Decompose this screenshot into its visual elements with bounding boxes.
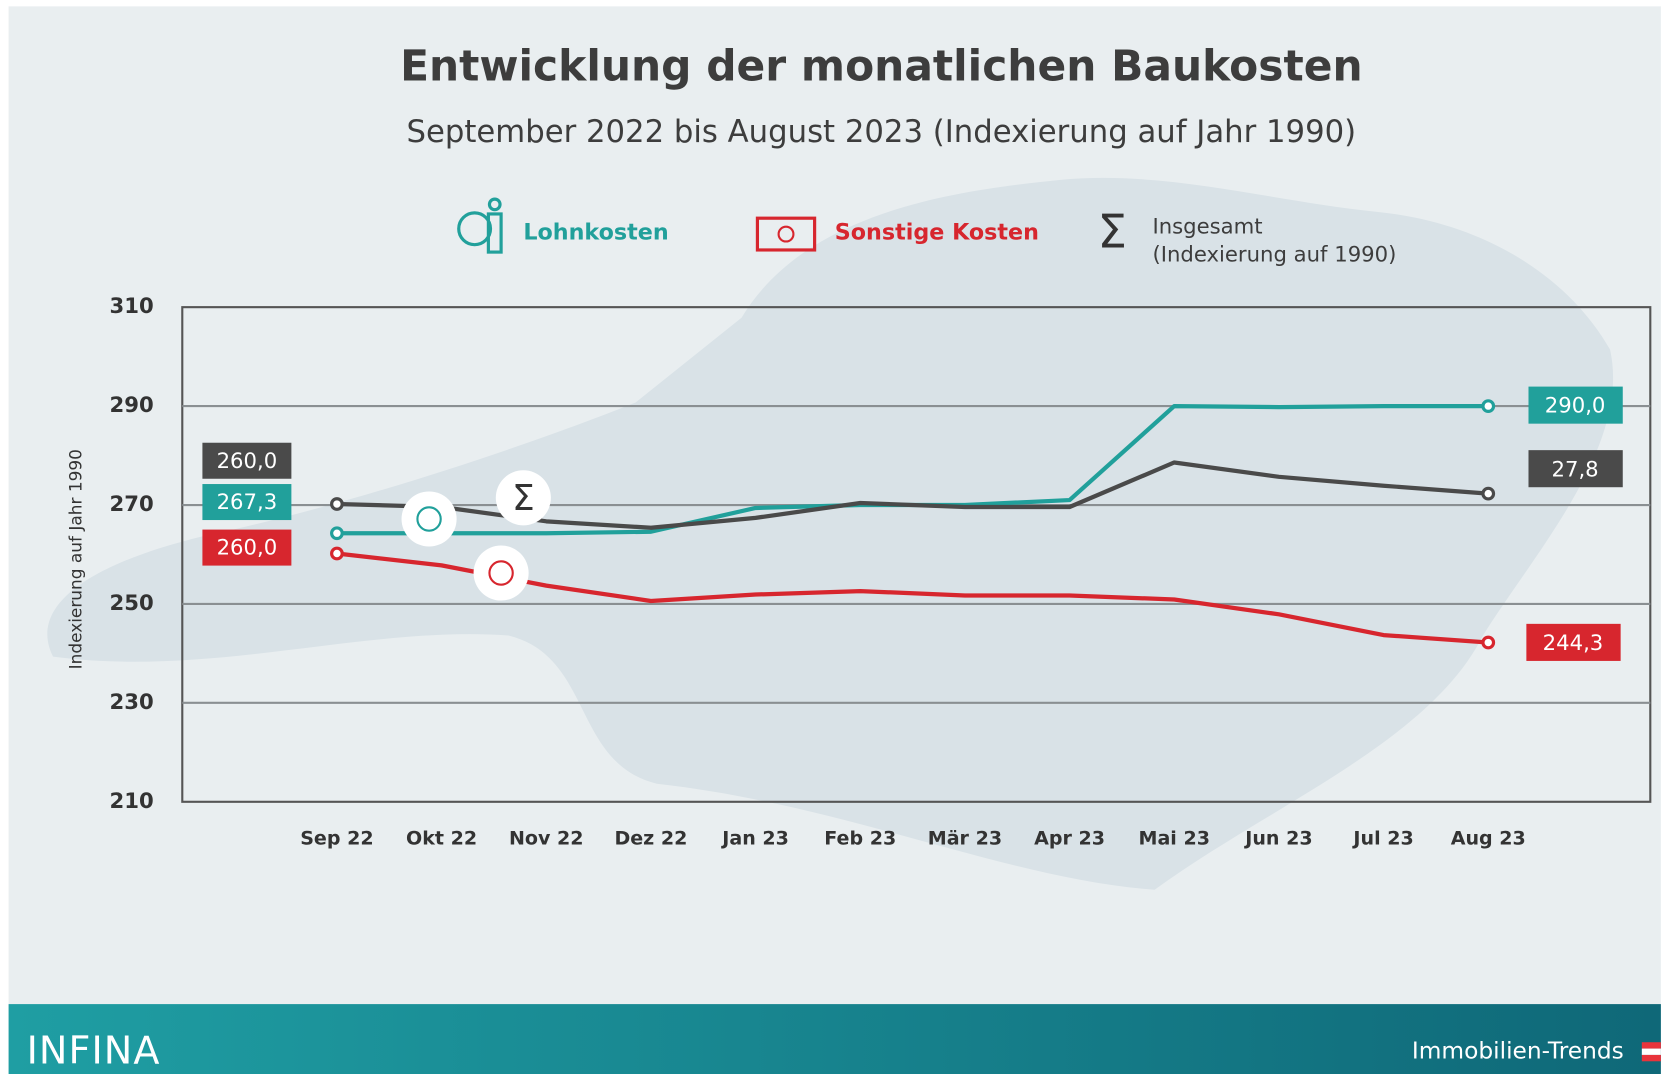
x-tick-label: Okt 22 [406,827,477,849]
x-tick-label: Dez 22 [614,827,687,849]
start-label-box [202,529,292,566]
legend: Lohnkosten Sonstige Kosten Σ Insgesamt (… [457,197,1396,266]
end-marker [1481,635,1496,650]
map-silhouette [47,177,1614,890]
end-label: 27,8 [1552,456,1599,481]
start-label-box [202,442,292,479]
legend-icon [486,212,503,254]
y-tick-label: 290 [109,392,153,417]
series-line [336,551,1489,645]
chart-title: Entwicklung der monatlichen Baukosten [400,41,1363,90]
end-marker [330,526,344,541]
y-tick-label: 250 [109,590,153,615]
inline-icon [473,545,529,601]
x-tick-label: Feb 23 [824,827,896,849]
y-tick-label: 230 [109,689,153,714]
footer-brand: INFINA [27,1028,161,1072]
end-label-box [1528,450,1623,488]
x-tick-label: Nov 22 [509,827,584,849]
end-marker [1481,486,1496,501]
y-tick-label: 310 [109,293,153,318]
end-marker [1481,399,1496,413]
start-label: 260,0 [217,535,278,560]
legend-label: Sonstige Kosten [835,220,1039,246]
footer-band [8,1004,1661,1074]
footer-text: Immobilien-Trends [1412,1037,1624,1064]
x-tick-label: Sep 22 [300,827,373,849]
legend-icon [457,211,493,247]
x-tick-label: Mär 23 [928,827,1002,849]
legend-label: Insgesamt [1152,214,1262,239]
flag [1641,1042,1661,1049]
inline-icon: Σ [512,478,535,519]
plot-frame [181,306,1652,803]
inline-icon [488,560,514,586]
y-tick-label: 270 [109,491,153,516]
end-marker [330,497,344,511]
legend-icon [755,216,817,252]
legend-label: Lohnkosten [523,220,668,246]
legend-note: (Indexierung auf 1990) [1152,241,1396,266]
inline-icon [416,506,442,532]
flag [1641,1054,1661,1062]
end-label-box [1528,386,1623,424]
y-axis-label: Indexierung auf Jahr 1990 [65,449,85,669]
end-marker [330,546,344,561]
chart-subtitle: September 2022 bis August 2023 (Indexier… [407,114,1357,150]
start-label: 267,3 [217,489,278,514]
x-tick-label: Jul 23 [1351,827,1413,849]
end-label: 244,3 [1543,630,1604,655]
plot: 210 230 250 270 290 310 Sep 22 Okt 22 Nov 22 Dez … [109,293,1651,849]
end-label: 290,0 [1545,393,1606,418]
x-tick-label: Jan 23 [720,827,789,849]
y-tick-label: 210 [109,788,153,813]
x-tick-label: Apr 23 [1034,827,1105,849]
x-tick-label: Jun 23 [1243,827,1312,849]
legend-icon: Σ [1098,205,1127,259]
end-label-box [1526,623,1621,661]
start-label-box [202,484,292,521]
inline-icon [495,470,551,526]
legend-icon [777,225,795,243]
start-label: 260,0 [217,448,278,473]
flag [1641,1048,1661,1055]
legend-icon [487,197,502,212]
inline-icon [401,491,457,547]
x-tick-label: Aug 23 [1451,827,1526,849]
x-tick-label: Mai 23 [1139,827,1210,849]
